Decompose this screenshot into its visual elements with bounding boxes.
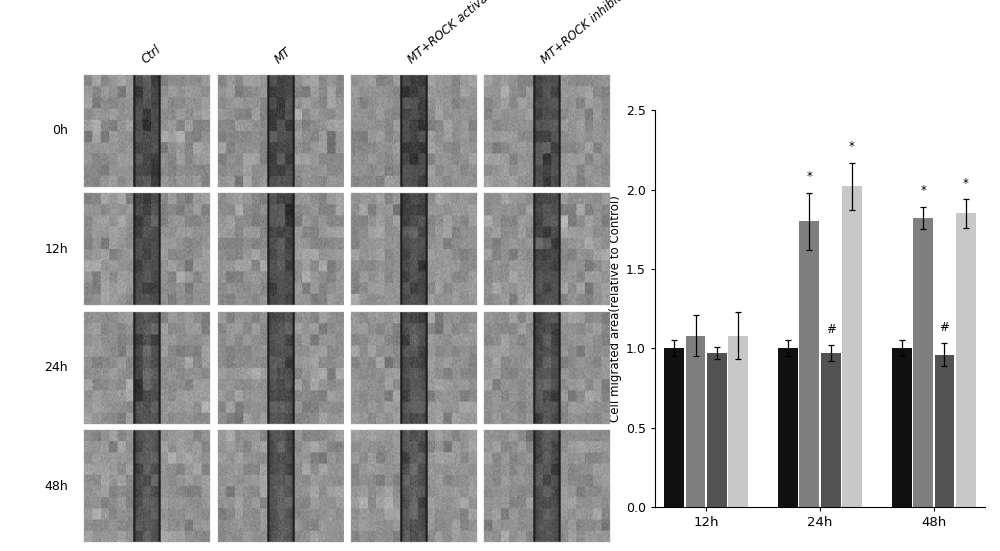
Bar	[935, 355, 954, 507]
Bar	[892, 348, 912, 507]
Bar	[842, 186, 862, 507]
Bar	[821, 353, 841, 507]
Text: *: *	[920, 185, 926, 197]
Bar	[664, 348, 684, 507]
Text: #: #	[826, 322, 836, 336]
Text: 0h: 0h	[52, 125, 68, 137]
Text: MT+ROCK activator: MT+ROCK activator	[405, 0, 503, 66]
Text: 48h: 48h	[44, 480, 68, 493]
Bar	[778, 348, 798, 507]
Bar	[913, 218, 933, 507]
Bar	[956, 213, 976, 507]
Bar	[799, 222, 819, 507]
Bar	[728, 336, 748, 507]
Text: Ctrl: Ctrl	[139, 42, 163, 66]
Text: *: *	[849, 140, 855, 153]
Text: 12h: 12h	[45, 243, 68, 256]
Y-axis label: Cell migrated area(relative to Control): Cell migrated area(relative to Control)	[609, 195, 622, 422]
Text: #: #	[940, 321, 949, 334]
Text: *: *	[806, 170, 812, 183]
Bar	[686, 336, 705, 507]
Text: 24h: 24h	[45, 361, 68, 374]
Text: *: *	[963, 176, 969, 190]
Text: MT: MT	[272, 45, 294, 66]
Text: MT+ROCK inhibitor: MT+ROCK inhibitor	[539, 0, 634, 66]
Bar	[707, 353, 727, 507]
